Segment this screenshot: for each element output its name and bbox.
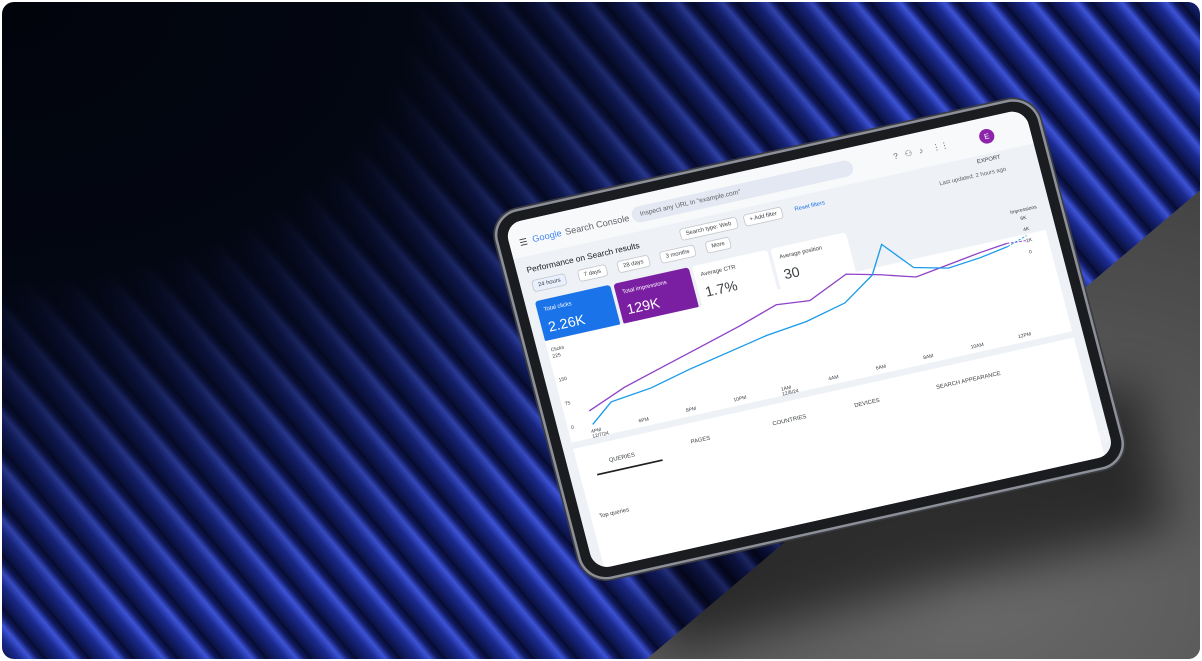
screen: ☰ Google Search Console Inspect any URL … (504, 108, 1115, 571)
chart-lines (588, 235, 1028, 425)
impressions-line (588, 242, 1008, 412)
clicks-line-forecast (1007, 235, 1027, 247)
impressions-line-forecast (1006, 239, 1028, 244)
tablet: ☰ Google Search Console Inspect any URL … (492, 96, 1127, 582)
clicks-line (592, 243, 1008, 425)
